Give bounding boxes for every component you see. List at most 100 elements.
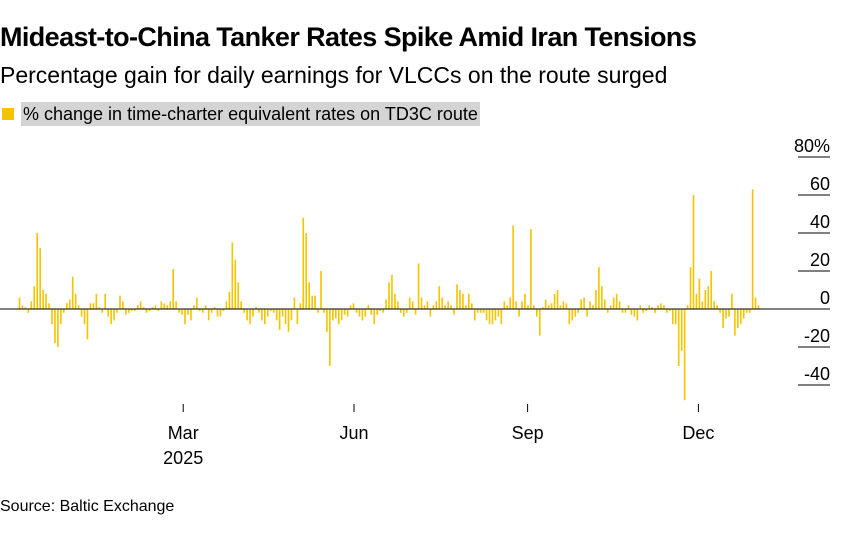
- bar: [139, 301, 142, 309]
- bar: [255, 307, 257, 309]
- bar: [506, 305, 509, 309]
- bar: [745, 309, 748, 313]
- bar: [500, 309, 503, 325]
- bar: [400, 309, 402, 313]
- legend: % change in time-charter equivalent rate…: [2, 102, 480, 126]
- bar: [645, 309, 647, 311]
- bar: [482, 309, 485, 313]
- bar: [110, 309, 112, 325]
- bar: [332, 309, 334, 321]
- bar: [426, 301, 429, 309]
- bar: [450, 305, 452, 309]
- y-tick-label: -20: [804, 326, 830, 346]
- bar: [568, 309, 571, 325]
- bar: [612, 297, 615, 309]
- bar: [606, 309, 609, 313]
- bar: [122, 301, 124, 309]
- bar: [278, 309, 281, 330]
- bar: [355, 309, 358, 313]
- bar: [438, 286, 441, 309]
- legend-swatch: [2, 108, 14, 120]
- bar: [145, 309, 148, 313]
- bar: [444, 305, 446, 309]
- bar: [71, 276, 74, 309]
- bar: [181, 309, 183, 315]
- bar: [527, 305, 529, 309]
- bar: [630, 309, 633, 315]
- bar: [470, 303, 473, 309]
- bar: [45, 293, 47, 309]
- bar: [524, 293, 526, 309]
- bar: [175, 301, 177, 309]
- bar: [595, 290, 597, 309]
- bar: [323, 309, 325, 313]
- y-tick-label: -40: [804, 364, 830, 384]
- bar: [550, 303, 553, 309]
- bar: [370, 309, 373, 315]
- bar: [497, 309, 500, 317]
- bar: [615, 293, 618, 309]
- bar: [343, 309, 346, 315]
- bar: [394, 293, 396, 309]
- bar: [417, 263, 420, 309]
- bar: [261, 309, 263, 321]
- bar: [748, 309, 751, 313]
- bar: [376, 309, 378, 315]
- bar: [677, 309, 680, 366]
- bar: [63, 309, 65, 313]
- bar: [686, 305, 689, 309]
- bar: [751, 189, 754, 309]
- bar: [603, 299, 606, 309]
- bar: [264, 309, 266, 325]
- bar: [160, 301, 163, 309]
- x-tick-label: Sep: [512, 423, 544, 443]
- bar: [379, 309, 381, 311]
- bar: [151, 307, 154, 309]
- bar: [574, 309, 577, 317]
- bar: [326, 309, 328, 332]
- bar: [562, 301, 565, 309]
- bar: [107, 309, 109, 317]
- bar: [119, 295, 121, 309]
- bar: [651, 307, 653, 309]
- bar: [586, 309, 588, 317]
- bar: [196, 297, 198, 309]
- bar: [698, 278, 701, 309]
- bar: [671, 309, 674, 325]
- bar: [408, 297, 411, 309]
- bar: [388, 282, 390, 309]
- y-tick-label: 80%: [794, 136, 830, 156]
- bar: [391, 274, 393, 309]
- bar: [509, 297, 512, 309]
- bar: [65, 303, 68, 309]
- bar: [473, 309, 476, 321]
- bar: [459, 290, 461, 309]
- bar: [648, 305, 650, 309]
- bar: [83, 309, 86, 325]
- bar: [414, 309, 417, 315]
- bar: [136, 305, 139, 309]
- bar: [385, 299, 387, 309]
- bar: [411, 301, 414, 309]
- bar: [621, 309, 624, 313]
- bar: [725, 309, 727, 319]
- bar: [128, 309, 130, 313]
- bar: [468, 293, 470, 309]
- bar: [544, 299, 547, 309]
- x-tick-sublabel: 2025: [163, 448, 203, 468]
- bar: [51, 309, 53, 325]
- bar: [669, 309, 671, 311]
- bar: [695, 293, 698, 309]
- bar: [27, 309, 30, 313]
- bar: [397, 301, 399, 309]
- bar: [707, 286, 710, 309]
- bar: [601, 286, 603, 309]
- bar: [654, 309, 656, 313]
- bar: [125, 309, 127, 315]
- bar: [60, 309, 62, 325]
- bar: [704, 290, 707, 309]
- bar: [48, 303, 50, 309]
- bar: [142, 307, 145, 309]
- bar: [571, 309, 574, 321]
- bar: [456, 284, 458, 309]
